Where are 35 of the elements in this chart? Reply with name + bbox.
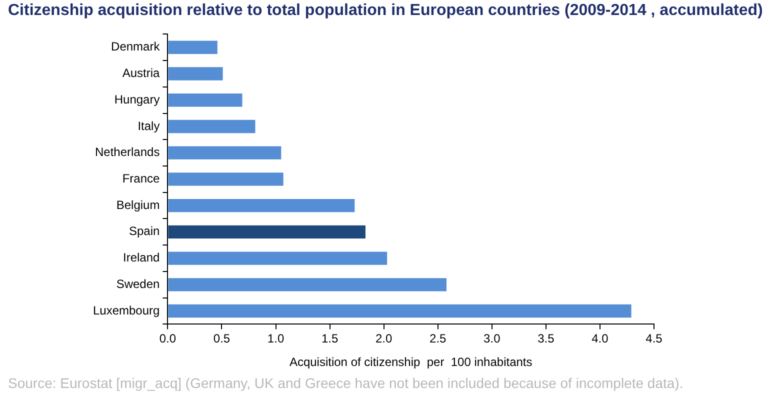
y-tick-label: Sweden bbox=[116, 276, 160, 291]
x-tick-label: 3.0 bbox=[484, 332, 501, 346]
x-tick-label: 4.5 bbox=[646, 332, 663, 346]
bar bbox=[168, 304, 632, 318]
x-tick-label: 2.5 bbox=[430, 332, 447, 346]
y-tick-label: Italy bbox=[138, 118, 160, 133]
bar bbox=[168, 40, 218, 54]
source-note: Source: Eurostat [migr_acq] (Germany, UK and Greece have not been included because of incomplete data). bbox=[8, 375, 684, 391]
bar bbox=[168, 67, 223, 80]
y-tick-label: France bbox=[122, 172, 160, 186]
y-tick-label: Luxembourg bbox=[92, 303, 160, 318]
bar bbox=[168, 278, 447, 292]
x-tick-label: 0.0 bbox=[159, 332, 176, 346]
bar bbox=[168, 146, 282, 160]
y-tick-label: Netherlands bbox=[94, 145, 160, 160]
x-tick-label: 0.5 bbox=[213, 332, 230, 346]
x-tick-label: 1.0 bbox=[267, 332, 284, 346]
x-axis-title: Acquisition of citizenship per 100 inhabitants bbox=[289, 355, 532, 370]
y-tick-label: Denmark bbox=[111, 40, 161, 54]
bar bbox=[168, 120, 256, 134]
x-tick-label: 2.0 bbox=[375, 332, 392, 346]
chart-title: Citizenship acquisition relative to total population in European countries (2009-2014 , accumulated) bbox=[8, 2, 763, 20]
y-tick-label: Belgium bbox=[116, 198, 160, 212]
y-tick-label: Spain bbox=[129, 224, 160, 238]
x-tick-label: 3.5 bbox=[538, 332, 555, 346]
y-tick-label: Austria bbox=[122, 66, 160, 80]
y-tick-label: Ireland bbox=[123, 250, 160, 265]
bar bbox=[168, 172, 284, 186]
bar bbox=[168, 198, 355, 212]
y-tick-label: Hungary bbox=[114, 92, 160, 106]
bar bbox=[168, 252, 388, 265]
bar bbox=[168, 225, 366, 239]
x-tick-label: 4.0 bbox=[592, 332, 609, 346]
x-tick-label: 1.5 bbox=[321, 332, 338, 346]
bar bbox=[168, 94, 242, 107]
